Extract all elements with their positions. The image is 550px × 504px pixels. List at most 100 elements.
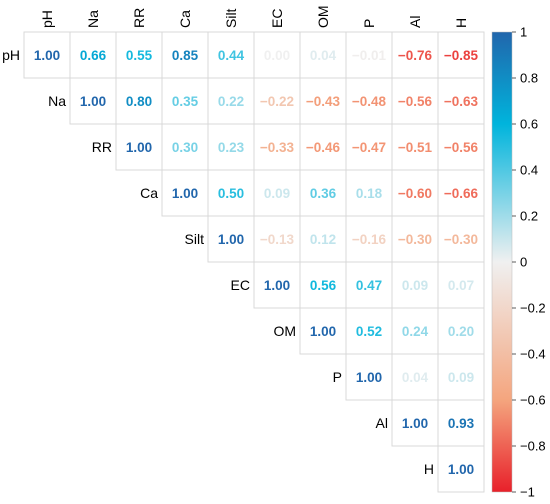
cell-value: −0.46 — [306, 140, 341, 155]
colorbar-tick-label: 0.8 — [520, 71, 538, 86]
column-label: OM — [315, 5, 331, 28]
cell-value: −0.85 — [444, 48, 479, 63]
cell-value: 0.35 — [172, 94, 199, 109]
heatmap-cell — [207, 215, 255, 263]
cell-value: −0.60 — [398, 186, 432, 201]
heatmap-cell — [207, 123, 255, 171]
row-labels: pH Na RR Ca Silt EC OM P Al H — [2, 47, 434, 477]
heatmap-cell — [253, 215, 301, 263]
heatmap-cell — [253, 123, 301, 171]
colorbar-tick-label: −0.8 — [520, 439, 546, 454]
heatmap-cell — [437, 307, 485, 355]
cell-value: 0.47 — [356, 278, 382, 293]
heatmap-cell — [345, 261, 393, 309]
row-label: H — [424, 461, 434, 477]
cell-value: −0.76 — [398, 48, 433, 63]
heatmap-cell — [391, 215, 439, 263]
row-label: RR — [92, 139, 112, 155]
cell-value: 1.00 — [448, 462, 474, 477]
column-label: EC — [269, 9, 285, 28]
cell-value: 0.55 — [126, 48, 153, 63]
cell-value: 0.52 — [356, 324, 382, 339]
cell-value: 0.12 — [310, 232, 336, 247]
cell-value: −0.66 — [444, 186, 479, 201]
cell-value: −0.56 — [444, 140, 479, 155]
row-label: P — [333, 369, 342, 385]
cell-value: −0.01 — [352, 48, 387, 63]
cell-value: 0.85 — [172, 48, 199, 63]
cell-value: 1.00 — [402, 416, 428, 431]
heatmap-cell — [345, 77, 393, 125]
colorbar-gradient — [491, 31, 513, 493]
column-label: Na — [85, 10, 101, 28]
cell-value: −0.30 — [398, 232, 432, 247]
heatmap-cells — [23, 31, 485, 493]
heatmap-cell — [437, 215, 485, 263]
heatmap-cell — [253, 261, 301, 309]
cell-value: −0.63 — [444, 94, 479, 109]
heatmap-cell — [437, 31, 485, 79]
colorbar-tick-label: 0.2 — [520, 209, 538, 224]
column-label: RR — [131, 8, 147, 28]
heatmap-cell — [437, 399, 485, 447]
column-label: H — [453, 18, 469, 28]
heatmap-cell — [345, 353, 393, 401]
row-label: Ca — [140, 185, 158, 201]
heatmap-cell — [253, 31, 301, 79]
cell-value: −0.16 — [352, 232, 387, 247]
heatmap-cell — [345, 307, 393, 355]
heatmap-cell — [115, 123, 163, 171]
colorbar-tick-label: 0.6 — [520, 117, 538, 132]
row-label: EC — [231, 277, 250, 293]
cell-value: 0.80 — [126, 94, 152, 109]
colorbar-tick-label: −0.6 — [520, 393, 546, 408]
cell-value: 0.93 — [448, 416, 475, 431]
cell-value: −0.43 — [306, 94, 341, 109]
heatmap-cell — [345, 31, 393, 79]
cell-value: 1.00 — [172, 186, 198, 201]
cell-value: 0.24 — [402, 324, 429, 339]
cell-value: 1.00 — [356, 370, 382, 385]
cell-value: 0.36 — [310, 186, 337, 201]
cell-value: 0.23 — [218, 140, 245, 155]
heatmap-cell — [299, 261, 347, 309]
heatmap-cell — [115, 77, 163, 125]
heatmap-cell — [391, 77, 439, 125]
colorbar-tick-label: −0.4 — [520, 347, 546, 362]
heatmap-cell — [299, 77, 347, 125]
colorbar-ticks: 1 0.8 0.6 0.4 0.2 0 −0.2 −0.4 −0.6 −0.8 −1 — [512, 25, 546, 500]
cell-value: 0.09 — [448, 370, 474, 385]
column-labels: pH Na RR Ca Silt EC OM P Al H — [39, 5, 469, 28]
cell-value: −0.56 — [398, 94, 433, 109]
cell-value: −0.13 — [260, 232, 295, 247]
cell-value: 1.00 — [218, 232, 244, 247]
cell-value: 0.09 — [264, 186, 290, 201]
row-label: Silt — [185, 231, 205, 247]
heatmap-cell — [161, 169, 209, 217]
cell-value: −0.33 — [260, 140, 295, 155]
cell-value: −0.30 — [444, 232, 478, 247]
cell-value: 0.22 — [218, 94, 244, 109]
colorbar-tick-label: 0 — [520, 255, 527, 270]
cell-value: 0.20 — [448, 324, 474, 339]
heatmap-cell — [437, 123, 485, 171]
colorbar-tick-label: −0.2 — [520, 301, 546, 316]
heatmap-cell — [299, 169, 347, 217]
column-label: Silt — [223, 8, 239, 28]
cell-value: 0.50 — [218, 186, 244, 201]
heatmap-cell — [437, 261, 485, 309]
cell-value: 1.00 — [80, 94, 106, 109]
heatmap-cell — [69, 31, 117, 79]
cell-value: 0.07 — [448, 278, 474, 293]
heatmap-cell — [437, 77, 485, 125]
cell-value: −0.47 — [352, 140, 386, 155]
cell-value: 0.00 — [264, 48, 290, 63]
column-label: P — [361, 19, 377, 28]
heatmap-cell — [23, 31, 71, 79]
colorbar-tick-label: −1 — [520, 485, 535, 500]
row-label: Na — [48, 93, 66, 109]
column-label: Al — [407, 16, 423, 28]
cell-value: 0.18 — [356, 186, 383, 201]
heatmap-cell — [207, 169, 255, 217]
